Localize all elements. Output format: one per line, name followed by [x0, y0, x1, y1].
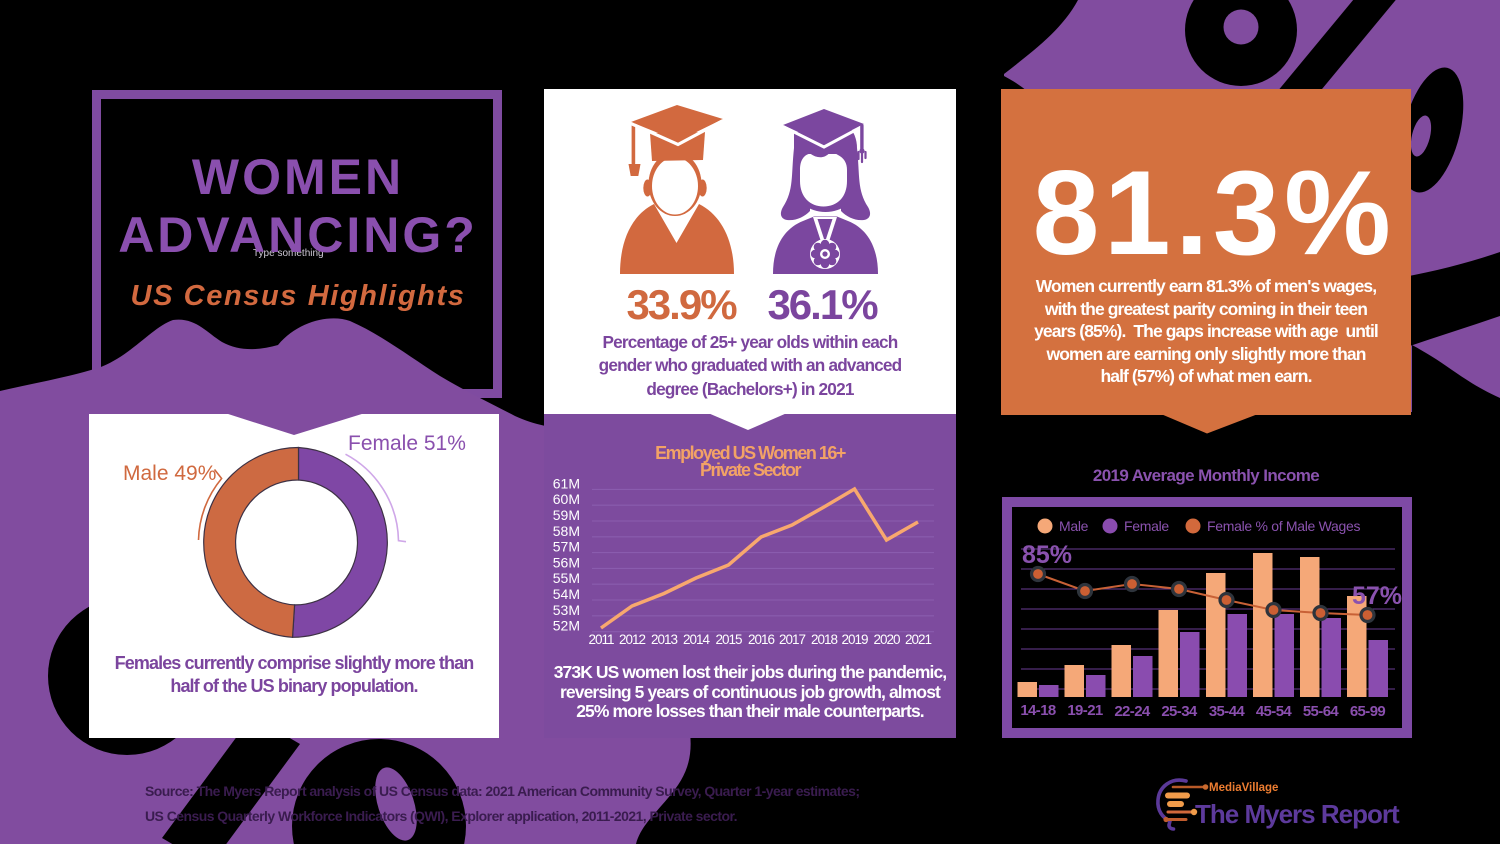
svg-text:53M: 53M [553, 602, 580, 618]
svg-text:half of the US binary populati: half of the US binary population. [170, 676, 417, 696]
svg-text:45-54: 45-54 [1256, 703, 1293, 720]
svg-text:52M: 52M [553, 618, 580, 634]
svg-text:Female % of Male Wages: Female % of Male Wages [1207, 518, 1360, 534]
svg-text:2020: 2020 [873, 632, 900, 647]
svg-text:35-44: 35-44 [1209, 703, 1246, 720]
svg-text:57%: 57% [1352, 582, 1402, 610]
svg-text:Male 49%: Male 49% [123, 462, 216, 485]
svg-text:54M: 54M [553, 586, 580, 602]
svg-text:2015: 2015 [715, 632, 742, 647]
svg-text:60M: 60M [553, 491, 580, 507]
svg-text:2019: 2019 [841, 632, 868, 647]
svg-text:61M: 61M [553, 475, 580, 491]
svg-text:2018: 2018 [811, 632, 838, 647]
svg-text:Females currently comprise sli: Females currently comprise slightly more… [115, 653, 474, 673]
svg-text:2017: 2017 [779, 632, 806, 647]
svg-text:65-99: 65-99 [1350, 703, 1386, 720]
svg-text:56M: 56M [553, 554, 580, 570]
svg-text:2012: 2012 [619, 632, 646, 647]
svg-text:22-24: 22-24 [1114, 703, 1151, 720]
svg-text:55M: 55M [553, 570, 580, 586]
svg-text:57M: 57M [553, 539, 580, 555]
svg-text:MediaVillage: MediaVillage [1209, 782, 1278, 794]
svg-text:58M: 58M [553, 523, 580, 539]
svg-text:59M: 59M [553, 507, 580, 523]
svg-text:The Myers Report: The Myers Report [1195, 799, 1400, 829]
svg-text:55-64: 55-64 [1303, 703, 1340, 720]
svg-text:2016: 2016 [748, 632, 775, 647]
svg-text:19-21: 19-21 [1067, 702, 1103, 719]
svg-text:14-18: 14-18 [1020, 702, 1056, 719]
svg-text:25-34: 25-34 [1161, 703, 1198, 720]
svg-text:85%: 85% [1022, 541, 1072, 569]
svg-text:2021: 2021 [905, 632, 932, 647]
svg-text:Female: Female [1124, 518, 1169, 534]
svg-text:2014: 2014 [683, 632, 711, 647]
svg-text:2011: 2011 [588, 632, 614, 647]
svg-text:Female 51%: Female 51% [348, 432, 466, 455]
svg-text:Male: Male [1059, 518, 1089, 534]
svg-text:2013: 2013 [651, 632, 678, 647]
